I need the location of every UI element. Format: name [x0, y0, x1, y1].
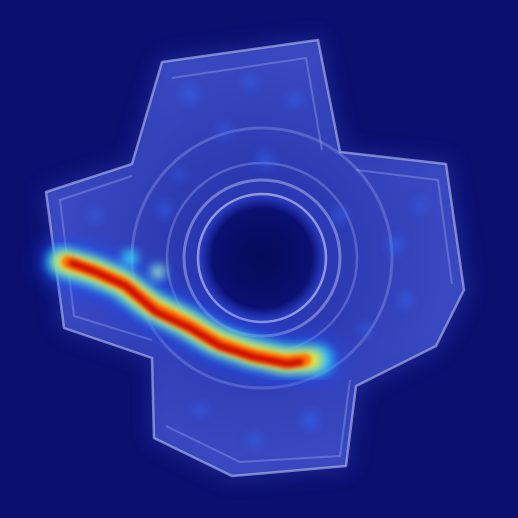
heat-spot-1	[122, 250, 138, 266]
heat-spot-3	[154, 268, 162, 276]
center-hole	[200, 196, 324, 320]
